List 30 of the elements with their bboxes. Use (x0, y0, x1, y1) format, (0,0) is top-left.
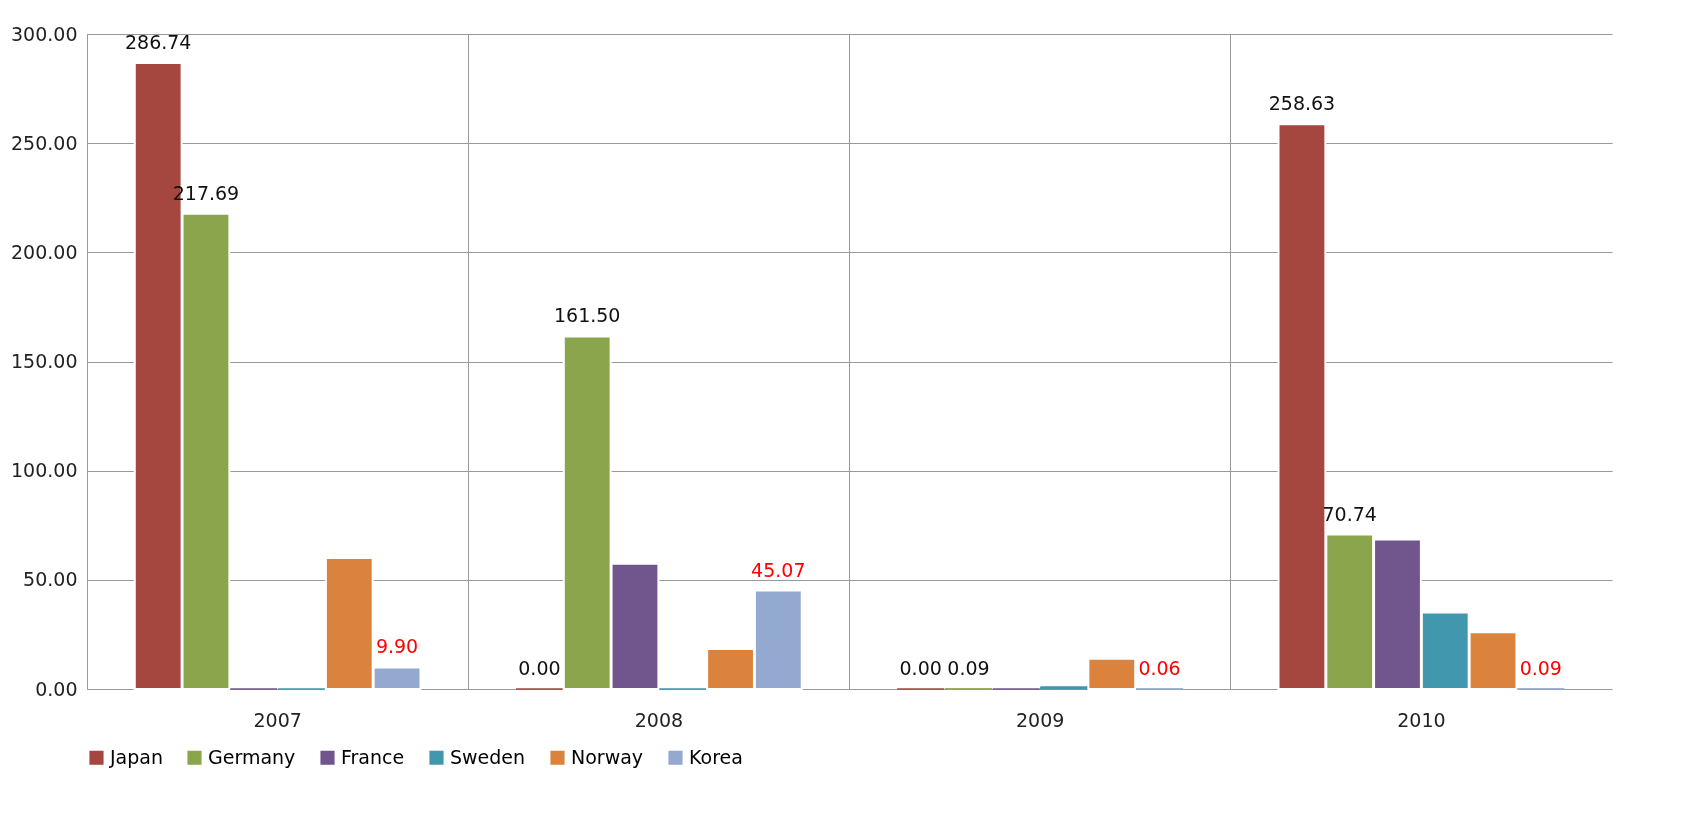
y-tick-label: 300.00 (11, 22, 78, 45)
legend-label: France (341, 745, 405, 768)
data-label: 0.06 (1138, 656, 1181, 679)
y-tick-label: 100.00 (11, 459, 78, 482)
legend-label: Germany (208, 745, 296, 768)
x-tick-label: 2010 (1397, 708, 1446, 731)
legend-label: Norway (571, 745, 644, 768)
bar (1087, 657, 1137, 690)
data-label: 70.74 (1322, 502, 1377, 525)
legend-label: Korea (689, 745, 743, 768)
data-label: 286.74 (124, 30, 192, 53)
y-tick-label: 200.00 (11, 240, 78, 263)
data-label: 0.00 (518, 657, 561, 679)
y-tick-label: 0.00 (35, 677, 78, 700)
y-tick-label: 50.00 (23, 568, 78, 591)
data-label: 161.50 (553, 304, 621, 327)
x-tick-label: 2009 (1015, 708, 1065, 731)
data-label: 45.07 (751, 558, 806, 581)
bar (1040, 686, 1088, 690)
data-label: 0.09 (1519, 656, 1562, 679)
data-label: 258.63 (1268, 92, 1336, 115)
y-tick-label: 250.00 (11, 131, 78, 154)
x-tick-label: 2007 (253, 708, 302, 731)
legend-label: Sweden (450, 745, 526, 768)
y-tick-label: 150.00 (11, 350, 78, 372)
data-label: 0.00 (899, 657, 942, 679)
data-label: 0.09 (947, 656, 990, 679)
legend-label: Japan (109, 745, 163, 768)
data-label: 9.90 (375, 635, 419, 658)
x-tick-label: 2008 (634, 708, 684, 731)
